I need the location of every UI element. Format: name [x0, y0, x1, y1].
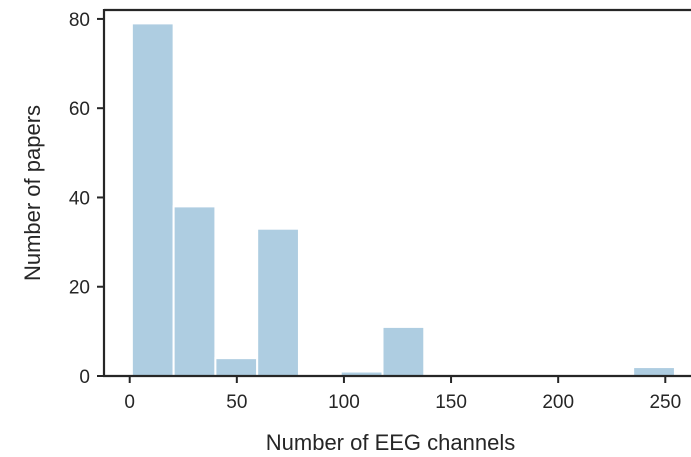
x-tick-label: 250 [649, 392, 681, 413]
x-tick-label: 150 [435, 392, 467, 413]
x-axis-label: Number of EEG channels [266, 430, 515, 455]
bars-group [130, 22, 676, 378]
y-tick-label: 0 [79, 367, 90, 388]
axes-group [102, 8, 691, 378]
histogram-bar [632, 366, 676, 378]
histogram-bar [256, 227, 300, 377]
y-tick-label: 20 [69, 278, 90, 299]
histogram-bar [130, 22, 175, 377]
histogram-bar [172, 205, 217, 377]
y-tick-label: 40 [69, 188, 90, 209]
ticks-group: 0 50 100 150 200 250 0 20 40 60 80 [69, 10, 681, 413]
y-tick-label: 60 [69, 99, 90, 120]
x-tick-label: 50 [226, 392, 247, 413]
histogram-bar [214, 357, 259, 377]
y-axis-label: Number of papers [20, 105, 45, 281]
x-tick-label: 200 [542, 392, 574, 413]
histogram-bar [381, 325, 426, 377]
x-tick-label: 100 [328, 392, 360, 413]
y-tick-label: 80 [69, 10, 90, 31]
x-tick-label: 0 [124, 392, 135, 413]
